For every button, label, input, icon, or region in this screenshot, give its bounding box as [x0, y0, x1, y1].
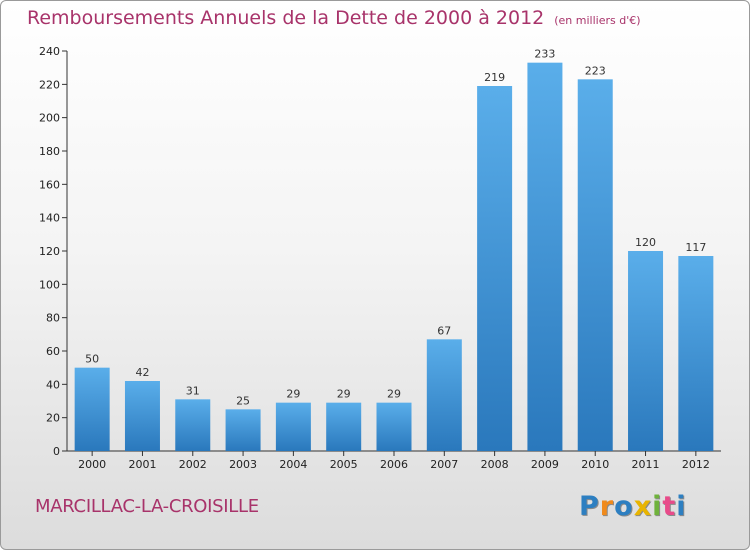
bar-2009	[527, 62, 563, 452]
bar-2012	[678, 256, 714, 451]
bar-2008	[477, 86, 513, 451]
x-tick-label: 2012	[682, 458, 710, 471]
bar-2003	[225, 409, 261, 451]
bar-value-label: 219	[484, 71, 505, 84]
proxiti-logo: Proxiti	[579, 491, 687, 522]
x-axis: 2000 2001 2002 2003 2004 2005 2006 2007 2008 2009…	[67, 450, 721, 471]
bar-2011	[628, 251, 664, 451]
chart-title-text: Remboursements Annuels de la Dette de 20…	[27, 7, 545, 29]
bar-value-label: 42	[135, 366, 149, 379]
logo-letter: t	[662, 491, 677, 522]
bar-2002	[175, 399, 211, 451]
x-tick-label: 2006	[380, 458, 408, 471]
y-tick-label: 100	[39, 278, 60, 291]
y-tick-label: 40	[46, 378, 60, 391]
x-tick-label: 2002	[179, 458, 207, 471]
x-tick-label: 2010	[581, 458, 609, 471]
y-tick-label: 240	[39, 45, 60, 58]
y-tick-label: 200	[39, 112, 60, 125]
logo-letter: r	[599, 491, 615, 522]
bar-value-label: 29	[337, 388, 351, 401]
logo-letter: x	[633, 491, 653, 522]
bar-2000	[74, 367, 110, 451]
x-tick-label: 2008	[481, 458, 509, 471]
x-tick-label: 2009	[531, 458, 559, 471]
y-tick-label: 20	[46, 412, 60, 425]
x-tick-label: 2005	[330, 458, 358, 471]
bar-2005	[326, 402, 362, 451]
x-tick-label: 2001	[128, 458, 156, 471]
bar-value-label: 233	[534, 48, 555, 61]
bar-2001	[124, 381, 160, 451]
bar-2004	[275, 402, 311, 451]
chart-title: Remboursements Annuels de la Dette de 20…	[27, 7, 641, 29]
bars: 50 42 31 25 29 29 29 67 219 233 223 120 117	[74, 48, 714, 452]
logo-letter: o	[614, 491, 634, 522]
bar-value-label: 117	[685, 241, 706, 254]
x-tick-label: 2003	[229, 458, 257, 471]
logo-letter: P	[579, 491, 600, 522]
y-tick-label: 220	[39, 78, 60, 91]
x-tick-label: 2007	[430, 458, 458, 471]
bar-value-label: 25	[236, 394, 250, 407]
x-tick-label: 2004	[279, 458, 307, 471]
logo-letter: i	[652, 491, 663, 522]
bar-2006	[376, 402, 412, 451]
x-tick-label: 2011	[632, 458, 660, 471]
bar-value-label: 29	[387, 388, 401, 401]
bar-value-label: 67	[437, 324, 451, 337]
y-tick-label: 160	[39, 178, 60, 191]
bar-value-label: 50	[85, 353, 99, 366]
x-tick-label: 2000	[78, 458, 106, 471]
y-tick-label: 120	[39, 245, 60, 258]
y-axis: 0 20 40 60 80 100 120 140 160 180 200 220 240	[39, 45, 68, 458]
y-tick-label: 180	[39, 145, 60, 158]
bar-2007	[426, 339, 462, 451]
bar-2010	[577, 79, 613, 451]
y-tick-label: 140	[39, 212, 60, 225]
bar-value-label: 29	[286, 388, 300, 401]
city-name: MARCILLAC-LA-CROISILLE	[35, 496, 259, 517]
chart-subtitle: (en milliers d'€)	[554, 14, 641, 27]
y-tick-label: 60	[46, 345, 60, 358]
y-tick-label: 80	[46, 312, 60, 325]
bar-value-label: 120	[635, 236, 656, 249]
y-tick-label: 0	[53, 445, 60, 458]
bar-value-label: 223	[585, 64, 606, 77]
bar-value-label: 31	[186, 384, 200, 397]
logo-letter: i	[676, 491, 687, 522]
